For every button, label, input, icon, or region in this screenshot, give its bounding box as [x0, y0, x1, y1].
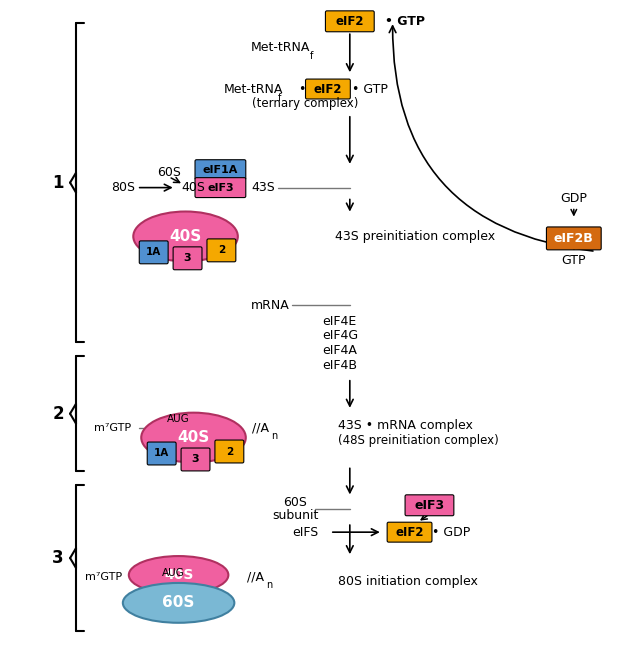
Text: n: n — [271, 431, 277, 441]
Text: eIF2B: eIF2B — [554, 232, 594, 245]
FancyBboxPatch shape — [326, 11, 374, 32]
Text: mRNA: mRNA — [251, 298, 290, 312]
Text: AUG: AUG — [162, 568, 185, 578]
Ellipse shape — [141, 413, 246, 462]
Text: 40S: 40S — [178, 430, 210, 445]
Text: f: f — [278, 93, 282, 103]
Text: f: f — [310, 51, 313, 61]
FancyBboxPatch shape — [195, 178, 246, 198]
Text: 43S preinitiation complex: 43S preinitiation complex — [335, 230, 495, 243]
Text: 40S: 40S — [181, 181, 206, 194]
Text: 3: 3 — [184, 253, 191, 263]
Text: GTP: GTP — [561, 254, 586, 267]
Text: AUG: AUG — [167, 414, 190, 424]
FancyBboxPatch shape — [139, 241, 168, 264]
FancyBboxPatch shape — [547, 227, 601, 250]
Ellipse shape — [133, 212, 238, 261]
Text: eIF3: eIF3 — [207, 182, 234, 192]
Text: eIF1A: eIF1A — [202, 165, 238, 174]
Text: 40S: 40S — [164, 568, 193, 582]
FancyBboxPatch shape — [195, 160, 246, 180]
Text: 43S: 43S — [251, 181, 275, 194]
Text: eIF3: eIF3 — [414, 499, 444, 511]
Text: subunit: subunit — [272, 509, 318, 521]
Text: • GDP: • GDP — [433, 525, 470, 539]
Text: 3: 3 — [53, 549, 64, 567]
FancyBboxPatch shape — [207, 239, 236, 262]
Text: eIF2: eIF2 — [335, 15, 364, 28]
Text: //A: //A — [253, 421, 269, 434]
Text: //A: //A — [247, 571, 264, 583]
Ellipse shape — [129, 556, 228, 594]
Text: eIF4G: eIF4G — [322, 330, 358, 342]
Text: eIF2: eIF2 — [314, 83, 342, 95]
FancyBboxPatch shape — [405, 495, 454, 515]
FancyBboxPatch shape — [306, 79, 350, 99]
Text: (48S preinitiation complex): (48S preinitiation complex) — [338, 434, 499, 447]
Text: 40S: 40S — [170, 229, 202, 244]
Text: m⁷GTP: m⁷GTP — [94, 423, 131, 433]
Text: m⁷GTP: m⁷GTP — [85, 572, 123, 582]
Text: 1A: 1A — [154, 448, 169, 458]
Text: n: n — [266, 580, 272, 590]
Text: Met-tRNA: Met-tRNA — [251, 41, 310, 54]
Text: 1A: 1A — [146, 247, 162, 257]
Ellipse shape — [123, 583, 235, 623]
Text: eIF4B: eIF4B — [322, 360, 357, 372]
Text: 2: 2 — [218, 245, 225, 255]
FancyBboxPatch shape — [181, 448, 210, 471]
Text: • GTP: • GTP — [384, 15, 425, 28]
FancyBboxPatch shape — [215, 440, 244, 463]
Text: GDP: GDP — [560, 192, 587, 205]
Text: • GTP: • GTP — [352, 83, 387, 95]
Text: •: • — [295, 83, 306, 95]
Text: eIF4A: eIF4A — [322, 344, 357, 358]
Text: 2: 2 — [53, 405, 64, 423]
Text: 60S: 60S — [157, 166, 181, 179]
Text: Met-tRNA: Met-tRNA — [223, 83, 283, 95]
Text: 60S: 60S — [283, 496, 307, 509]
Text: 1: 1 — [53, 174, 64, 192]
Text: 80S initiation complex: 80S initiation complex — [338, 575, 478, 589]
Text: 3: 3 — [192, 454, 199, 464]
FancyBboxPatch shape — [147, 442, 176, 465]
Text: eIF4E: eIF4E — [322, 314, 357, 328]
FancyArrowPatch shape — [389, 26, 593, 251]
Text: eIFS: eIFS — [292, 525, 318, 539]
Text: 80S: 80S — [111, 181, 135, 194]
Text: 60S: 60S — [162, 595, 195, 610]
Text: 2: 2 — [226, 446, 233, 456]
FancyBboxPatch shape — [173, 247, 202, 270]
Text: (ternary complex): (ternary complex) — [252, 97, 358, 111]
FancyBboxPatch shape — [387, 522, 432, 542]
Text: eIF2: eIF2 — [396, 525, 424, 539]
Text: 43S • mRNA complex: 43S • mRNA complex — [338, 419, 473, 432]
